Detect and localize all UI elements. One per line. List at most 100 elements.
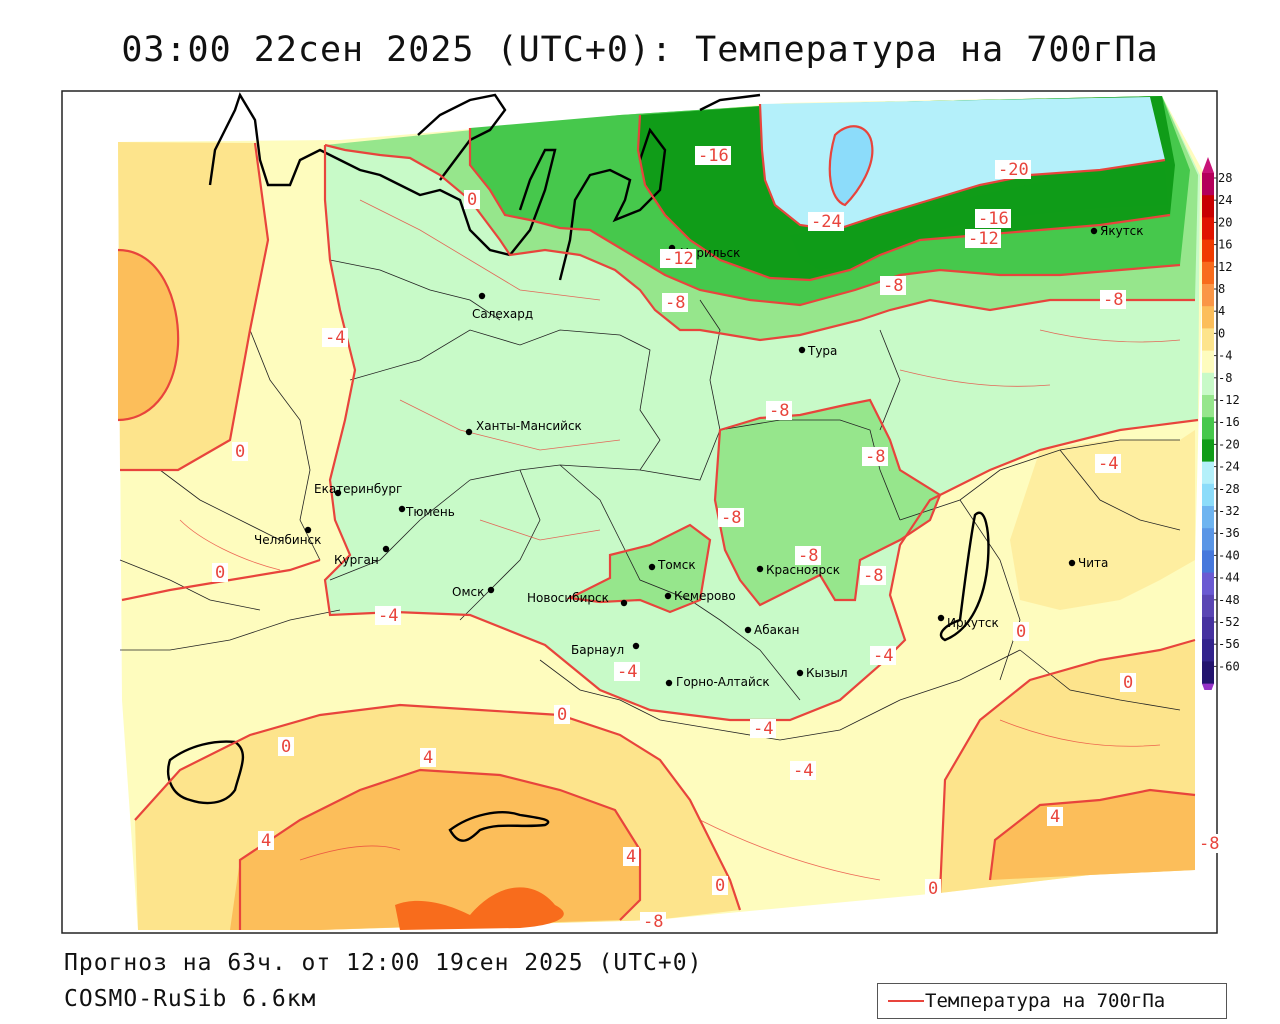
- colorbar-swatch: [1202, 594, 1214, 618]
- isotherm-label: 4: [423, 748, 433, 768]
- isotherm-label-bg: [975, 209, 1011, 228]
- colorbar-swatch: [1202, 195, 1214, 218]
- city-label: Красноярск: [766, 563, 840, 577]
- colorbar-swatch: [1202, 173, 1214, 196]
- isotherm-label: 0: [928, 879, 938, 899]
- isotherm-label-bg: [750, 719, 776, 738]
- isotherm-thin-lines: [179, 199, 1181, 881]
- city-label: Кызыл: [806, 666, 848, 680]
- isotherm-label-bg: [660, 249, 696, 268]
- isotherm-label-bg: [718, 508, 744, 527]
- city-label: Абакан: [754, 623, 799, 637]
- isotherm-label-bg: [880, 276, 906, 295]
- city-dot: [478, 292, 486, 300]
- city-label: Екатеринбург: [314, 482, 402, 496]
- isotherm-label-bg: [1013, 622, 1029, 641]
- colorbar-swatch: [1202, 639, 1214, 662]
- city-label: Тура: [807, 344, 837, 358]
- city-markers: СалехардНорильскТураЯкутскХанты-Мансийск…: [254, 224, 1144, 689]
- isotherm-label: -8: [863, 566, 883, 586]
- colorbar-swatch: [1202, 439, 1214, 463]
- colorbar-swatch: [1202, 417, 1214, 440]
- city-dot: [382, 545, 390, 553]
- warm-region-east: [1010, 430, 1195, 610]
- colorbar-swatch: [1202, 261, 1214, 285]
- city-dot: [756, 565, 764, 573]
- isotherm-label: 4: [626, 847, 636, 867]
- region-borders: [119, 259, 1181, 741]
- city-dot: [937, 614, 945, 622]
- colorbar-tick-label: -36: [1218, 526, 1240, 540]
- isotherm-label-bg: [640, 912, 666, 931]
- colorbar-tick-label: -52: [1218, 615, 1240, 629]
- isotherm-label: -8: [1103, 290, 1123, 310]
- isotherm-label: -8: [883, 276, 903, 296]
- isotherm-label-bg: [212, 563, 228, 582]
- city-dot: [798, 346, 806, 354]
- city-dot: [620, 599, 628, 607]
- city-dot: [796, 669, 804, 677]
- isotherm-label-bg: [925, 879, 941, 898]
- colorbar-swatch: [1202, 617, 1214, 640]
- isotherm-label: -8: [865, 447, 885, 467]
- isotherm-label: -16: [698, 146, 729, 166]
- colorbar-swatch: [1202, 550, 1214, 574]
- colorbar-swatch: [1202, 239, 1214, 263]
- map-title: 03:00 22сен 2025 (UTC+0): Температура на…: [121, 30, 1159, 70]
- isotherm-label-bg: [965, 229, 1001, 248]
- isotherm-label: 0: [1123, 673, 1133, 693]
- isotherm-label-bg: [662, 293, 688, 312]
- colorbar-swatch: [1202, 395, 1214, 418]
- colorbar-swatch: [1202, 328, 1214, 352]
- isotherm-label: 4: [261, 831, 271, 851]
- colorbar-tick-label: -24: [1218, 460, 1240, 474]
- colorbar-swatch: [1202, 572, 1214, 596]
- colorbar-tick-label: -28: [1218, 482, 1240, 496]
- isotherm-label-bg: [375, 606, 401, 625]
- colorbar-tick-label: 0: [1218, 326, 1225, 340]
- colorbar-tick-label: -48: [1218, 593, 1240, 607]
- isotherm-label: -24: [811, 212, 842, 232]
- city-label: Горно-Алтайск: [676, 675, 770, 689]
- isotherm-label: -20: [998, 160, 1029, 180]
- city-label: Якутск: [1100, 224, 1144, 238]
- city-dot: [744, 626, 752, 634]
- colorbar-tick-label: -32: [1218, 504, 1240, 518]
- city-label: Томск: [657, 558, 696, 572]
- hottest-region-south: [395, 887, 564, 930]
- colorbar-tick-label: -56: [1218, 637, 1240, 651]
- city-dot: [398, 505, 406, 513]
- colorbar-tick-label: 24: [1218, 193, 1232, 207]
- isotherm-label-bg: [420, 748, 436, 767]
- colorbar: 28 24 20 16 12 8 4 0 -4 -8 -12 -16 -20 -24 -28 -32 -36 -4…: [1202, 157, 1240, 690]
- city-dot: [1090, 227, 1098, 235]
- isotherm-label: -4: [873, 646, 893, 666]
- isotherm-label-bg: [860, 566, 886, 585]
- city-label: Тюмень: [405, 505, 455, 519]
- isotherm-label: -4: [325, 328, 345, 348]
- isotherm-label-bg: [614, 662, 640, 681]
- isotherm-label: -12: [968, 229, 999, 249]
- isotherm-label: 0: [1016, 622, 1026, 642]
- isotherm-label: -8: [643, 912, 663, 932]
- colorbar-tick-label: -40: [1218, 548, 1240, 562]
- city-dot: [648, 563, 656, 571]
- colorbar-tick-label: 4: [1218, 304, 1225, 318]
- isotherm-label-bg: [1095, 454, 1121, 473]
- colorbar-swatch: [1202, 284, 1214, 307]
- colorbar-swatch: [1202, 350, 1214, 374]
- isotherm-label: 0: [557, 705, 567, 725]
- isotherm-label-bg: [464, 190, 480, 209]
- isotherm-label-bg: [712, 876, 728, 895]
- city-dot: [632, 642, 640, 650]
- colorbar-swatch: [1202, 506, 1214, 529]
- hot-region-southeast: [990, 790, 1195, 880]
- city-label: Курган: [334, 553, 379, 567]
- city-dot: [664, 592, 672, 600]
- isotherm-label: 0: [281, 737, 291, 757]
- isotherm-label: -8: [1199, 834, 1219, 854]
- colorbar-swatch: [1202, 528, 1214, 551]
- colorbar-tick-label: 28: [1218, 171, 1232, 185]
- city-label: Челябинск: [254, 533, 321, 547]
- city-label: Иркутск: [947, 616, 999, 630]
